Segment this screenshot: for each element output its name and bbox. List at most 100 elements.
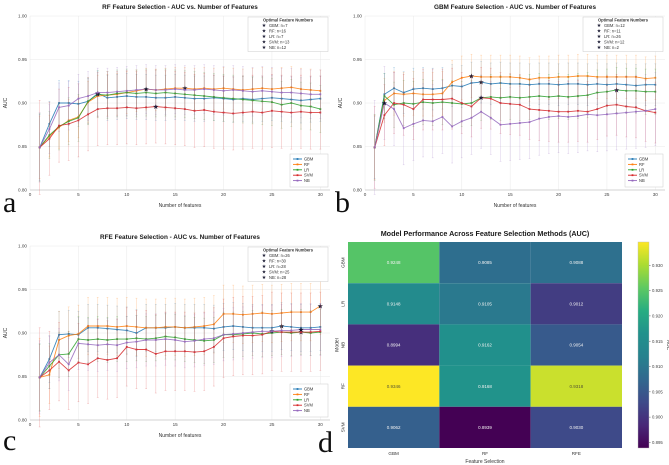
data-point <box>271 96 273 99</box>
data-point <box>615 76 618 78</box>
data-point <box>615 112 618 115</box>
data-point <box>67 332 70 335</box>
data-point <box>251 110 254 113</box>
legend-entry: GBM: n=26 <box>269 253 291 258</box>
data-point <box>203 326 206 329</box>
y-tick-label: 0.90 <box>353 101 362 106</box>
data-point <box>489 76 492 78</box>
data-point <box>383 93 386 96</box>
heatmap-cell-value: 0.8939 <box>478 425 492 430</box>
y-axis-label: Model <box>335 338 341 352</box>
colorbar-tick-label: 0.900 <box>652 415 663 420</box>
data-point <box>412 88 415 90</box>
data-point <box>174 88 177 90</box>
star-icon: ★ <box>262 264 267 270</box>
legend-entry: RF: n=16 <box>269 29 287 34</box>
star-icon: ★ <box>262 270 267 276</box>
data-point <box>87 343 89 346</box>
x-tick-label: 15 <box>173 422 179 427</box>
data-point <box>290 326 293 328</box>
data-point <box>222 89 225 92</box>
data-point <box>470 75 473 77</box>
data-point <box>280 329 283 332</box>
star-icon: ★ <box>597 34 602 40</box>
data-point <box>644 77 647 80</box>
panel-letter-b: b <box>335 186 350 219</box>
data-point <box>164 96 167 99</box>
data-point <box>164 91 167 94</box>
data-point <box>183 326 186 329</box>
series-line-RF <box>39 86 321 148</box>
panel-rfe-feature-selection-chart: 0 5 10 15 20 25 30 0.80 0.85 0.90 0.95 1.00 RFE Feat… <box>0 230 334 442</box>
data-point <box>547 82 550 85</box>
data-point <box>271 101 273 104</box>
data-point <box>106 325 109 327</box>
star-icon: ★ <box>597 40 602 46</box>
data-point <box>232 97 235 100</box>
legend-entry: RF <box>304 392 310 397</box>
data-point <box>67 104 70 107</box>
data-point <box>509 96 512 98</box>
legend-marker <box>296 393 299 396</box>
data-point <box>96 326 99 329</box>
data-point <box>441 98 444 101</box>
data-point <box>300 110 302 113</box>
x-tick-label: 15 <box>173 192 179 197</box>
data-point <box>538 117 541 120</box>
data-point <box>154 337 157 340</box>
x-axis-label: Number of features <box>159 203 202 209</box>
colorbar-tick-label: 0.925 <box>652 288 663 293</box>
x-tick-label: 15 <box>508 192 514 197</box>
line-chart-a: 0 5 10 15 20 25 30 0.80 0.85 0.90 0.95 1.00 RF Featu… <box>3 4 330 209</box>
legend-entry: NB <box>304 408 310 413</box>
heatmap-cell-RF-RF <box>439 365 531 407</box>
data-point <box>67 369 70 372</box>
data-point <box>67 363 70 366</box>
line-chart-b: 0 5 10 15 20 25 30 0.80 0.85 0.90 0.95 1.00 GBM Feat… <box>338 4 665 209</box>
data-point <box>422 93 424 96</box>
legend-box <box>247 246 329 282</box>
data-point <box>96 338 99 340</box>
legend-entry: RF <box>304 162 310 167</box>
legend-title: Optimal Feature Numbers <box>263 248 314 253</box>
data-point <box>441 87 444 90</box>
legend-entry: GBM: n=12 <box>604 23 626 28</box>
data-point <box>309 326 312 329</box>
heatmap-cell-value: 0.9062 <box>387 425 401 430</box>
data-point <box>87 326 89 329</box>
data-point <box>135 332 138 334</box>
y-tick-label: 0.80 <box>18 418 27 423</box>
data-point <box>67 352 70 355</box>
data-point <box>644 83 647 86</box>
legend-entry: SVM <box>639 173 648 178</box>
series-line-LR <box>39 92 321 148</box>
data-point <box>596 76 599 78</box>
data-point <box>402 103 405 106</box>
data-point <box>242 98 244 101</box>
series-line-NB <box>39 88 321 148</box>
data-point <box>431 88 434 90</box>
data-point <box>251 90 254 93</box>
data-point <box>48 369 51 372</box>
series-line-GBM <box>374 81 656 148</box>
colorbar-tick-label: 0.915 <box>652 339 663 344</box>
data-point <box>509 76 512 78</box>
data-point <box>290 311 293 314</box>
data-point <box>518 103 521 106</box>
legend-marker <box>631 179 634 182</box>
series-NB: ★ <box>38 64 322 183</box>
y-tick-label: 0.80 <box>18 188 27 193</box>
data-point <box>451 84 453 87</box>
column-label-RFE: RFE <box>572 451 581 456</box>
data-point <box>203 88 206 90</box>
data-point <box>145 91 148 94</box>
data-point <box>451 125 453 128</box>
heatmap-cell-value: 0.8994 <box>387 343 401 348</box>
data-point <box>203 350 206 353</box>
legend-box <box>582 16 664 52</box>
data-point <box>106 107 109 110</box>
data-point <box>67 102 70 104</box>
legend-marker <box>631 174 634 177</box>
data-point <box>596 91 599 94</box>
